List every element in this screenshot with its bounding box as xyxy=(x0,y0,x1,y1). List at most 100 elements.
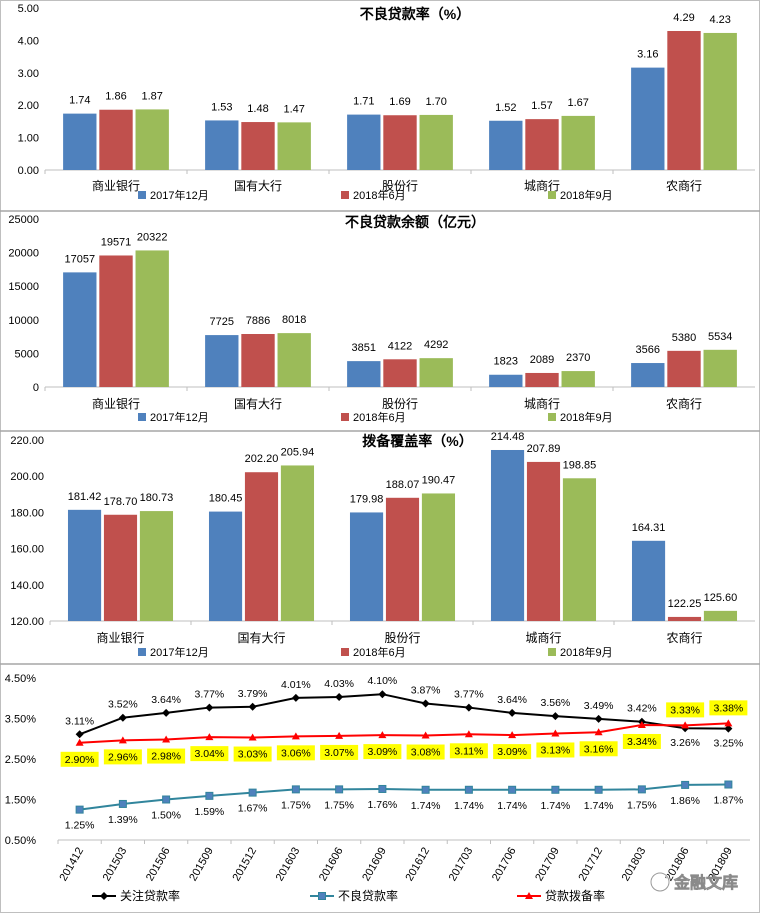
data-label: 4122 xyxy=(388,340,412,352)
legend-swatch xyxy=(341,413,349,421)
bar-1-4 xyxy=(489,374,523,387)
attention-data-label: 3.87% xyxy=(411,685,441,697)
highlight-box xyxy=(536,742,575,758)
chart-title: 不良贷款余额（亿元） xyxy=(345,214,485,230)
provision-data-label: 3.04% xyxy=(194,748,224,760)
point-1-12 xyxy=(551,712,560,721)
data-label: 20322 xyxy=(137,231,168,243)
bar-2-2 xyxy=(241,122,275,170)
data-label: 3566 xyxy=(636,344,660,356)
attention-data-label: 3.64% xyxy=(497,694,527,706)
point-1-16 xyxy=(724,724,733,733)
legend-label: 2018年9月 xyxy=(560,645,613,659)
provision-data-label: 3.09% xyxy=(497,746,527,758)
point-2-8 xyxy=(378,784,387,793)
point-3-14 xyxy=(637,720,646,728)
data-label: 4.29 xyxy=(673,12,694,24)
data-label: 122.25 xyxy=(668,598,702,610)
data-label: 1.53 xyxy=(211,101,232,113)
y-tick-label: 160.00 xyxy=(10,544,44,556)
data-label: 207.89 xyxy=(527,443,561,455)
attention-data-label: 3.26% xyxy=(670,737,700,749)
bar-2-1 xyxy=(99,109,133,170)
bar-2-1 xyxy=(99,255,133,387)
bar-3-4 xyxy=(561,115,595,170)
highlight-box xyxy=(190,746,229,762)
point-3-8 xyxy=(378,731,387,739)
npl-data-label: 1.75% xyxy=(281,799,311,811)
x-tick-label: 201712 xyxy=(576,846,605,884)
bar-2-2 xyxy=(241,334,275,387)
point-2-11 xyxy=(508,785,517,794)
data-label: 178.70 xyxy=(104,496,138,508)
data-label: 8018 xyxy=(282,314,306,326)
bar-3-4 xyxy=(561,371,595,387)
point-3-7 xyxy=(335,731,344,739)
bar-2-3 xyxy=(385,497,420,621)
provision-data-label: 2.96% xyxy=(108,751,138,763)
chart-title: 拨备覆盖率（%） xyxy=(362,433,472,449)
y-tick-label: 0.50% xyxy=(5,835,36,847)
attention-data-label: 3.77% xyxy=(194,689,224,701)
legend-label: 2018年6月 xyxy=(353,645,406,659)
npl-data-label: 1.87% xyxy=(713,795,743,807)
data-label: 1.47 xyxy=(283,103,304,115)
attention-data-label: 4.01% xyxy=(281,679,311,691)
y-tick-label: 0.00 xyxy=(18,165,39,177)
point-2-15 xyxy=(681,780,690,789)
highlight-box xyxy=(276,745,315,761)
bar-3-5 xyxy=(703,32,737,170)
y-tick-label: 5.00 xyxy=(18,3,39,15)
watermark: 金融文库 xyxy=(649,871,738,892)
bar-2-5 xyxy=(667,350,701,387)
point-3-12 xyxy=(551,729,560,737)
x-tick-label: 201703 xyxy=(447,846,476,884)
provision-data-label: 2.98% xyxy=(151,751,181,763)
bar-2-5 xyxy=(667,31,701,171)
attention-data-label: 3.25% xyxy=(713,738,743,750)
npl-data-label: 1.74% xyxy=(411,800,441,812)
bar-3-1 xyxy=(139,511,174,621)
point-1-7 xyxy=(335,693,344,702)
wechat-icon-outline xyxy=(650,872,670,892)
data-label: 1.70 xyxy=(425,96,446,108)
x-tick-label: 201506 xyxy=(144,846,173,884)
legend-label: 2018年6月 xyxy=(353,188,406,202)
bar-chart-2: 不良贷款余额（亿元） 0 5000 10000 15000 20000 25000 17057… xyxy=(8,214,755,424)
series-line-1 xyxy=(79,693,729,736)
bar-3-2 xyxy=(277,333,311,387)
point-2-10 xyxy=(464,785,473,794)
bar-3-5 xyxy=(703,349,737,387)
bar-1-1 xyxy=(67,509,102,621)
point-3-10 xyxy=(464,730,473,738)
provision-data-label: 3.11% xyxy=(454,745,483,757)
data-label: 3.16 xyxy=(637,49,658,61)
y-tick-label: 1.50% xyxy=(5,795,36,807)
category-label: 国有大行 xyxy=(237,631,285,645)
category-label: 股份行 xyxy=(382,179,418,193)
data-label: 190.47 xyxy=(422,474,456,486)
point-3-3 xyxy=(162,735,171,743)
npl-data-label: 1.74% xyxy=(540,800,570,812)
bar-1-5 xyxy=(631,540,666,621)
point-3-11 xyxy=(508,731,517,739)
bar-2-5 xyxy=(667,616,702,621)
data-label: 3851 xyxy=(352,342,376,354)
x-tick-label: 201412 xyxy=(57,846,86,884)
x-tick-label: 201803 xyxy=(620,846,649,884)
point-1-2 xyxy=(118,713,127,722)
provision-data-label: 3.06% xyxy=(281,747,311,759)
y-tick-label: 120.00 xyxy=(10,616,44,628)
point-3-13 xyxy=(594,728,603,736)
x-tick-label: 201706 xyxy=(490,846,519,884)
data-label: 202.20 xyxy=(245,453,279,465)
provision-data-label: 2.90% xyxy=(65,754,95,766)
provision-data-label: 3.07% xyxy=(324,747,354,759)
legend-marker xyxy=(100,892,108,900)
provision-data-label: 3.09% xyxy=(367,746,397,758)
point-1-6 xyxy=(291,693,300,702)
category-label: 农商行 xyxy=(666,630,702,645)
data-label: 180.73 xyxy=(140,492,174,504)
data-label: 17057 xyxy=(64,253,95,265)
data-label: 1.67 xyxy=(567,97,588,109)
